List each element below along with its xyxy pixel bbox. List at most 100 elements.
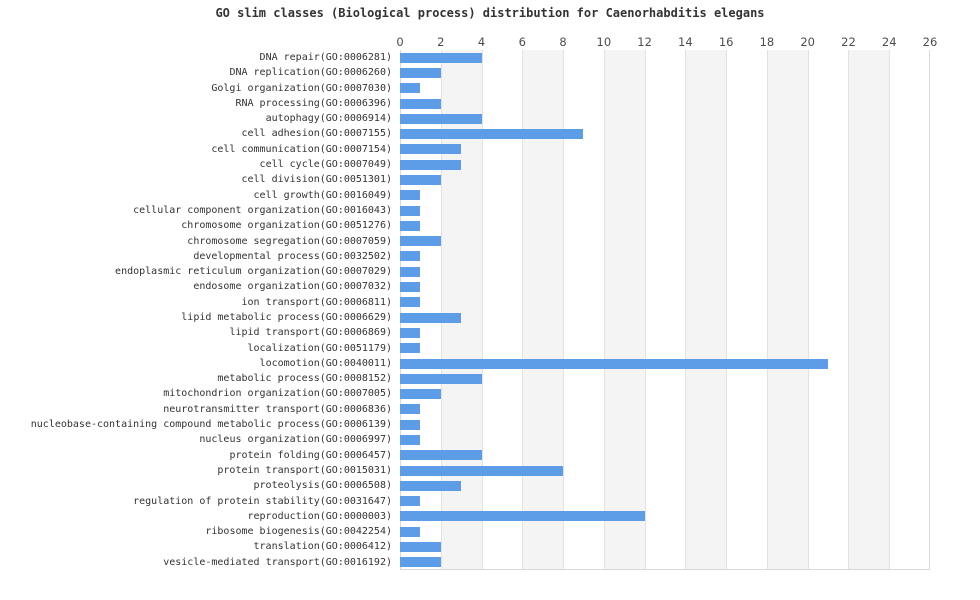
bar — [400, 297, 421, 308]
category-label: vesicle-mediated transport(GO:0016192) — [163, 556, 392, 568]
gridline — [440, 50, 442, 569]
gridline — [603, 50, 605, 569]
bar — [400, 465, 564, 476]
bar — [400, 373, 482, 384]
bar — [400, 251, 421, 262]
category-label: translation(GO:0006412) — [253, 541, 392, 553]
category-label: endosome organization(GO:0007032) — [193, 281, 392, 293]
category-label: DNA replication(GO:0006260) — [229, 67, 392, 79]
grid-stripe — [685, 50, 727, 569]
gridline — [644, 50, 646, 569]
category-label: cell cycle(GO:0007049) — [259, 159, 392, 171]
bar — [400, 175, 441, 185]
category-label: proteolysis(GO:0006508) — [253, 480, 392, 492]
bar — [400, 144, 462, 155]
category-label: localization(GO:0051179) — [247, 342, 393, 354]
category-label: locomotion(GO:0040011) — [259, 357, 392, 369]
chart-title: GO slim classes (Biological process) dis… — [215, 6, 765, 20]
x-tick-label: 8 — [559, 35, 567, 49]
x-tick-label: 20 — [800, 35, 816, 49]
x-tick-label: 18 — [759, 35, 775, 49]
category-label: nucleobase-containing compound metabolic… — [30, 419, 392, 431]
bar — [400, 159, 462, 170]
x-tick-label: 22 — [841, 35, 856, 49]
x-tick-label: 2 — [437, 35, 445, 49]
bar — [400, 389, 441, 400]
category-label: cell adhesion(GO:0007155) — [241, 128, 392, 140]
bar — [400, 496, 421, 507]
category-label: chromosome segregation(GO:0007059) — [187, 235, 392, 247]
category-label: autophagy(GO:0006914) — [265, 113, 392, 125]
gridline — [400, 50, 401, 569]
category-label: Golgi organization(GO:0007030) — [211, 82, 392, 94]
x-tick-label: 0 — [396, 35, 404, 49]
category-label: cellular component organization(GO:00160… — [133, 204, 392, 216]
category-label: protein transport(GO:0015031) — [217, 464, 392, 476]
plot-area — [400, 50, 930, 570]
bar — [400, 511, 645, 522]
x-tick-label: 14 — [678, 35, 693, 49]
gridline — [929, 50, 930, 569]
category-label: protein folding(GO:0006457) — [229, 449, 392, 461]
bar — [400, 557, 441, 568]
bar — [400, 67, 441, 78]
gridline — [726, 50, 728, 569]
category-label: chromosome organization(GO:0051276) — [181, 220, 392, 232]
category-label: developmental process(GO:0032502) — [193, 250, 392, 262]
bar — [400, 220, 421, 231]
gridline — [563, 50, 565, 569]
x-tick-label: 16 — [718, 35, 734, 49]
bar — [400, 205, 421, 216]
gridline — [848, 50, 850, 569]
bar — [400, 282, 421, 293]
grid-stripe — [766, 50, 808, 569]
category-label: cell division(GO:0051301) — [241, 174, 392, 186]
gridline — [685, 50, 687, 569]
bar — [400, 113, 482, 124]
bar — [400, 435, 421, 445]
category-label: regulation of protein stability(GO:00316… — [133, 495, 392, 507]
x-tick-label: 12 — [637, 35, 652, 49]
gridline — [889, 50, 891, 569]
category-label: lipid metabolic process(GO:0006629) — [181, 312, 392, 323]
bar — [400, 236, 441, 247]
bar — [400, 450, 482, 461]
x-tick-label: 26 — [922, 35, 938, 49]
bar — [400, 358, 829, 369]
bar — [400, 419, 421, 430]
category-label: neurotransmitter transport(GO:0006836) — [163, 403, 392, 415]
gridline — [522, 50, 524, 569]
grid-stripe — [603, 50, 645, 569]
bar — [400, 480, 462, 491]
category-label: DNA repair(GO:0006281) — [259, 52, 392, 63]
bar — [400, 312, 462, 323]
bar — [400, 327, 421, 338]
category-label: reproduction(GO:0000003) — [247, 510, 393, 522]
category-label: cell growth(GO:0016049) — [253, 189, 392, 201]
grid-stripe — [848, 50, 890, 569]
bar — [400, 129, 584, 140]
bar — [400, 343, 421, 354]
category-label: nucleus organization(GO:0006997) — [199, 434, 392, 446]
category-label: endoplasmic reticulum organization(GO:00… — [115, 266, 392, 278]
bar — [400, 98, 441, 109]
bar — [400, 190, 421, 201]
category-label: mitochondrion organization(GO:0007005) — [163, 388, 392, 400]
bar — [400, 83, 421, 94]
bar — [400, 266, 421, 277]
bar — [400, 404, 421, 415]
bar — [400, 526, 421, 537]
category-label: cell communication(GO:0007154) — [211, 143, 392, 155]
category-label: ion transport(GO:0006811) — [241, 296, 392, 308]
x-tick-label: 24 — [881, 35, 897, 49]
category-label: lipid transport(GO:0006869) — [229, 327, 392, 339]
category-label: RNA processing(GO:0006396) — [235, 97, 392, 109]
bar — [400, 542, 441, 553]
category-label: ribosome biogenesis(GO:0042254) — [205, 526, 392, 538]
x-tick-label: 10 — [596, 35, 612, 49]
grid-stripe — [522, 50, 564, 569]
bar — [400, 52, 482, 63]
gridline — [766, 50, 768, 569]
x-tick-label: 4 — [477, 35, 486, 49]
gridline — [807, 50, 809, 569]
